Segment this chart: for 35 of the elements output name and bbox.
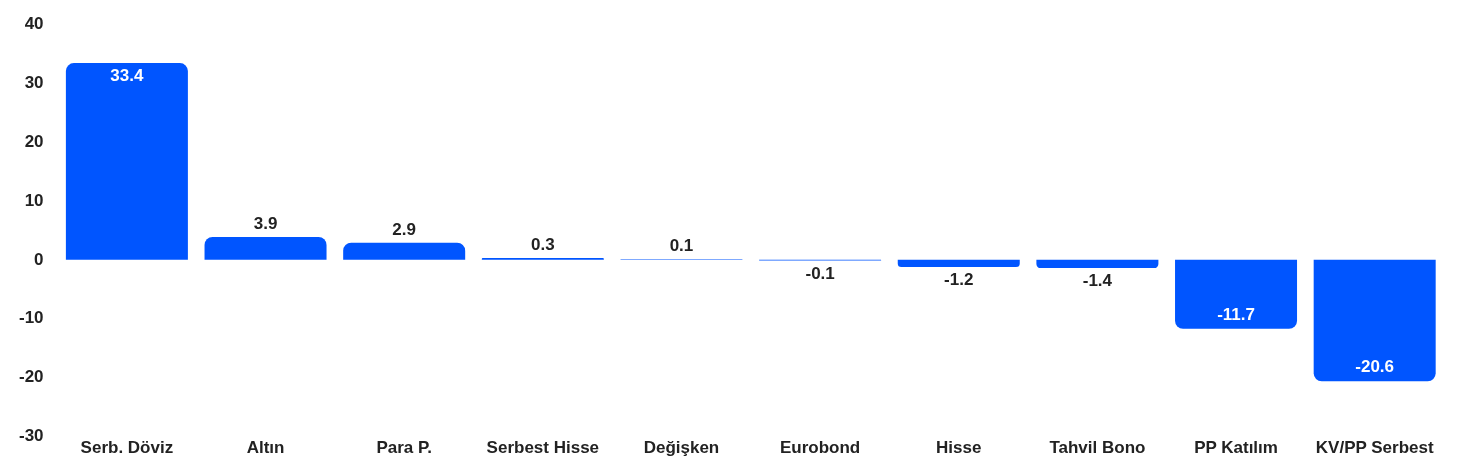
bar (204, 236, 327, 260)
bar (343, 242, 466, 260)
data-label: 3.9 (253, 214, 278, 234)
y-tick-label: -30 (18, 426, 44, 446)
x-tick-label: Tahvil Bono (1049, 438, 1146, 458)
y-tick-label: 10 (24, 190, 44, 210)
bar (897, 259, 1020, 267)
bar (1175, 259, 1298, 329)
data-label: 33.4 (110, 66, 144, 86)
y-tick-label: 30 (24, 72, 44, 92)
x-tick-label: Serb. Döviz (80, 438, 174, 458)
x-tick-label: Altın (246, 438, 285, 458)
bar (1036, 259, 1159, 269)
x-tick-label: KV/PP Serbest (1315, 438, 1434, 458)
bar (65, 63, 188, 260)
data-label: -20.6 (1355, 357, 1395, 377)
y-tick-label: -20 (18, 367, 44, 387)
x-tick-label: Hisse (936, 438, 982, 458)
y-tick-label: 20 (24, 131, 44, 151)
x-tick-label: Serbest Hisse (486, 438, 600, 458)
data-label: 0.3 (531, 235, 555, 255)
data-label: 0.1 (669, 236, 694, 256)
data-label: -11.7 (1217, 304, 1255, 324)
x-tick-label: Para P. (376, 438, 432, 458)
y-tick-label: 0 (34, 249, 44, 269)
x-tick-label: Eurobond (779, 438, 861, 458)
data-label: -1.4 (1082, 271, 1113, 291)
y-tick-label: -10 (18, 308, 44, 328)
x-tick-label: PP Katılım (1194, 438, 1278, 458)
data-label: 2.9 (392, 219, 416, 239)
bar (1313, 259, 1436, 382)
y-tick-label: 40 (24, 13, 44, 33)
x-tick-label: Değişken (643, 438, 720, 458)
data-label: -1.2 (944, 270, 974, 290)
data-label: -0.1 (805, 263, 835, 283)
